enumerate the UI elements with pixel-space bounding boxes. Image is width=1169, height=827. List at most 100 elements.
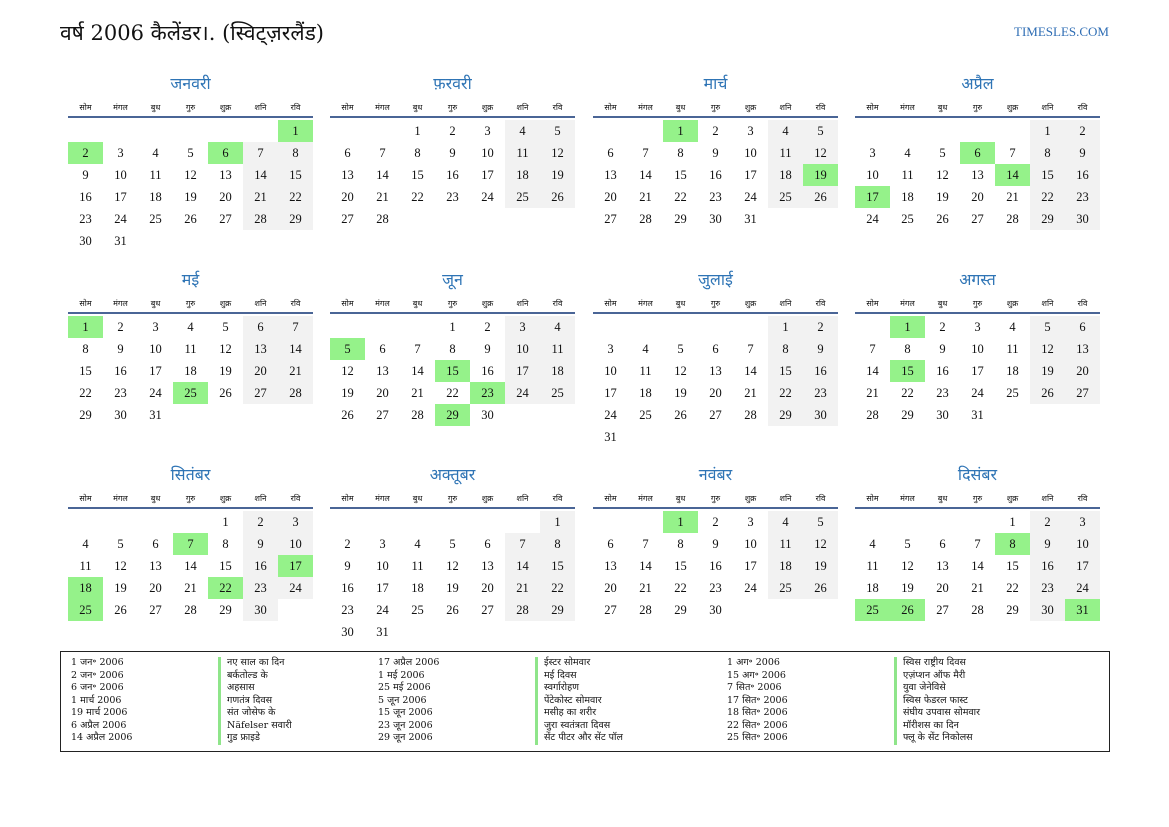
empty-cell — [103, 511, 138, 533]
day-cell: 29 — [674, 211, 687, 226]
day-cell: 7 — [414, 341, 421, 356]
day-cell: 24 — [376, 602, 389, 617]
day-cell: 18 — [768, 555, 803, 577]
day-cell: 8 — [82, 341, 89, 356]
holiday-date-column: 1 अग॰ 2006 15 अग॰ 2006 7 सित॰ 2006 17 सित॰ … — [727, 657, 788, 745]
day-cell: 21 — [971, 580, 984, 595]
weekday-label: सोम — [341, 298, 354, 308]
day-cell: 23 — [709, 580, 722, 595]
empty-cell — [960, 120, 995, 142]
holiday-date: 25 मई 2006 — [378, 682, 431, 693]
holiday-name: पेंटेकोस्ट सोमवार — [535, 694, 623, 707]
day-cell: 20 — [936, 580, 949, 595]
day-cell: 27 — [936, 602, 949, 617]
holiday-date: 23 जून 2006 — [378, 719, 433, 731]
day-cell: 3 — [505, 316, 540, 338]
day-grid: 1 2 3 4 5 6 7 8 9 10 11 12 13 14 15 16 17 18 19 20 21 22 23 24 2… — [855, 316, 1100, 426]
holiday-day-cell: 29 — [435, 404, 470, 426]
day-cell: 15 — [219, 558, 232, 573]
day-cell: 10 — [1065, 533, 1100, 555]
day-cell: 17 — [604, 385, 617, 400]
holiday-name: जुरा स्वतंत्रता दिवस — [535, 719, 623, 732]
day-cell: 7 — [505, 533, 540, 555]
day-cell: 5 — [803, 120, 838, 142]
weekday-header: सोम मंगल बुध गुरु शुक्र शनि रवि — [330, 98, 575, 116]
day-cell: 8 — [677, 536, 684, 551]
day-cell: 8 — [1030, 142, 1065, 164]
site-link[interactable]: TIMESLES.COM — [1014, 24, 1109, 39]
weekday-label: शनि — [1041, 298, 1054, 308]
day-cell: 22 — [1030, 186, 1065, 208]
day-cell: 28 — [184, 602, 197, 617]
day-cell: 22 — [674, 580, 687, 595]
day-cell: 14 — [639, 167, 652, 182]
weekday-label: रवि — [815, 102, 826, 112]
day-cell: 28 — [639, 602, 652, 617]
month-block: दिसंबर सोम मंगल बुध गुरु शुक्र शनि रवि 1 2 3 4 5 6 7 8 9… — [855, 463, 1100, 621]
holiday-name-column: स्विस राष्ट्रीय दिवस एज़ंप्शन ऑफ मैरी युवा… — [894, 657, 980, 745]
day-cell: 27 — [971, 211, 984, 226]
holiday-date: 22 सित॰ 2006 — [727, 719, 788, 731]
day-cell: 30 — [341, 624, 354, 639]
day-cell: 9 — [344, 558, 351, 573]
holiday-day-cell: 6 — [208, 142, 243, 164]
empty-cell — [330, 316, 365, 338]
day-cell: 11 — [768, 142, 803, 164]
holiday-date-column: 1 जन॰ 2006 2 जन॰ 2006 6 जन॰ 2006 1 मार्च 20… — [71, 657, 132, 745]
day-cell: 5 — [449, 536, 456, 551]
day-cell: 1 — [414, 123, 421, 138]
day-cell: 16 — [1030, 555, 1065, 577]
day-cell: 29 — [540, 599, 575, 621]
day-cell: 25 — [768, 186, 803, 208]
month-name: फ़रवरी — [433, 74, 472, 93]
day-cell: 4 — [540, 316, 575, 338]
day-cell: 17 — [481, 167, 494, 182]
day-cell: 4 — [505, 120, 540, 142]
day-cell: 19 — [540, 164, 575, 186]
day-cell: 24 — [744, 189, 757, 204]
day-cell: 10 — [376, 558, 389, 573]
weekday-label: बुध — [675, 102, 686, 112]
day-cell: 2 — [117, 319, 124, 334]
holiday-day-cell: 22 — [208, 577, 243, 599]
day-cell: 17 — [114, 189, 127, 204]
empty-cell — [593, 316, 628, 338]
weekday-label: गुरु — [972, 298, 983, 308]
day-cell: 19 — [1030, 360, 1065, 382]
day-grid: 1 2 3 4 5 6 7 8 9 10 11 12 13 14 15 16 17 18 19 20 21 22 23 24 2… — [855, 511, 1100, 621]
weekday-label: मंगल — [638, 298, 653, 308]
day-cell: 5 — [939, 145, 946, 160]
day-cell: 27 — [376, 407, 389, 422]
weekday-label: रवि — [290, 298, 301, 308]
day-cell: 27 — [604, 602, 617, 617]
day-cell: 26 — [936, 211, 949, 226]
weekday-label: रवि — [552, 298, 563, 308]
holiday-day-cell: 1 — [890, 316, 925, 338]
day-cell: 12 — [540, 142, 575, 164]
holiday-date: 29 जून 2006 — [378, 732, 433, 743]
day-cell: 4 — [904, 145, 911, 160]
day-cell: 24 — [1065, 577, 1100, 599]
holiday-name: स्विस राष्ट्रीय दिवस — [894, 657, 980, 670]
day-cell: 7 — [379, 145, 386, 160]
day-cell: 16 — [709, 558, 722, 573]
day-cell: 2 — [939, 319, 946, 334]
day-cell: 8 — [222, 536, 229, 551]
day-cell: 10 — [866, 167, 879, 182]
weekday-label: मंगल — [638, 102, 653, 112]
holiday-day-cell: 8 — [995, 533, 1030, 555]
day-cell: 27 — [341, 211, 354, 226]
empty-cell — [890, 511, 925, 533]
holiday-day-cell: 2 — [68, 142, 103, 164]
weekday-header: सोम मंगल बुध गुरु शुक्र शनि रवि — [330, 489, 575, 507]
day-cell: 27 — [219, 211, 232, 226]
header-divider — [68, 507, 313, 509]
holiday-name: युवा जेनेविसे — [894, 682, 980, 695]
day-grid: 1 2 3 4 5 6 7 8 9 10 11 12 13 14 15 16 17 18 19 20 21 22 23 24 2… — [68, 120, 313, 252]
day-cell: 26 — [803, 577, 838, 599]
weekday-label: शनि — [516, 102, 529, 112]
month-name: नवंबर — [698, 465, 733, 484]
day-cell: 19 — [936, 189, 949, 204]
weekday-label: मंगल — [900, 493, 915, 503]
